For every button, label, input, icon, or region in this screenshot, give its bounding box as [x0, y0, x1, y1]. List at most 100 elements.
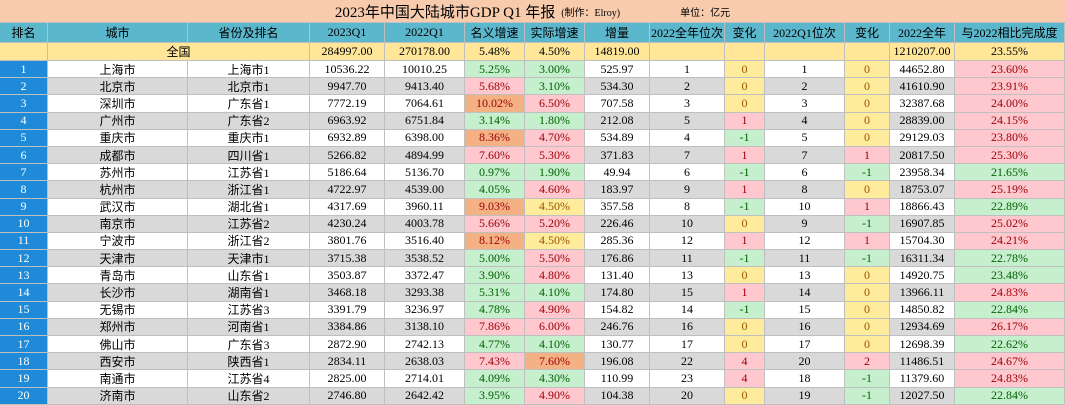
table-cell: 21.65%: [955, 164, 1065, 182]
table-cell: 154.82: [585, 301, 650, 319]
table-cell: 0: [845, 129, 890, 147]
table-cell: 北京市: [48, 78, 188, 96]
table-cell: 山东省2: [188, 387, 310, 405]
table-cell: 12027.50: [890, 387, 955, 405]
table-cell: 4: [725, 353, 765, 371]
table-cell: 2: [765, 78, 845, 96]
table-cell: 济南市: [48, 387, 188, 405]
table-cell: 707.58: [585, 95, 650, 113]
table-cell: 176.86: [585, 250, 650, 268]
table-cell: 6751.84: [385, 112, 465, 130]
table-cell: 8.12%: [465, 232, 525, 251]
table-cell: -1: [845, 387, 890, 405]
table-cell: 1.90%: [525, 164, 585, 182]
table-cell: 7: [0, 164, 48, 182]
table-cell: 0: [845, 112, 890, 130]
table-cell: 22.84%: [955, 301, 1065, 319]
table-cell: 371.83: [585, 146, 650, 165]
header-cell: 与2022相比完成度: [955, 23, 1065, 43]
table-cell: 佛山市: [48, 336, 188, 354]
table-cell: 0: [845, 267, 890, 285]
table-cell: 武汉市: [48, 198, 188, 216]
table-cell: 6.00%: [525, 318, 585, 336]
table-cell: 5.25%: [465, 61, 525, 79]
table-cell: 22.84%: [955, 387, 1065, 405]
table-cell: 4.77%: [465, 336, 525, 354]
table-cell: 0: [725, 336, 765, 354]
table-cell: 22.89%: [955, 198, 1065, 216]
table-cell: 44652.80: [890, 61, 955, 79]
data-row: 20 济南市 山东省2 2746.80 2642.42 3.95% 4.90% 104.38 2…: [0, 387, 1065, 405]
table-cell: 12934.69: [890, 318, 955, 336]
table-cell: 2642.42: [385, 387, 465, 405]
header-cell: 2023Q1: [310, 23, 385, 43]
table-cell: 2638.03: [385, 353, 465, 371]
table-cell: 16: [650, 318, 725, 336]
data-row: 3 深圳市 广东省1 7772.19 7064.61 10.02% 6.50% 707.58 3…: [0, 95, 1065, 113]
table-cell: 4539.00: [385, 181, 465, 199]
data-row: 14 长沙市 湖南省1 3468.18 3293.38 5.31% 4.10% 174.80 1…: [0, 284, 1065, 302]
header-cell: 2022Q1位次: [765, 23, 845, 43]
table-cell: 2714.01: [385, 370, 465, 388]
table-cell: 天津市1: [188, 250, 310, 268]
table-cell: 江苏省3: [188, 301, 310, 319]
header-cell: 变化: [845, 23, 890, 43]
table-cell: 2834.11: [310, 353, 385, 371]
table-cell: 1: [725, 112, 765, 130]
table-cell: 16: [0, 318, 48, 336]
table-cell: 14: [0, 284, 48, 302]
table-cell: 23.80%: [955, 129, 1065, 147]
table-cell: 广东省1: [188, 95, 310, 113]
table-cell: 1: [725, 284, 765, 302]
table-cell: 534.89: [585, 129, 650, 147]
header-cell: 2022全年位次: [650, 23, 725, 43]
table-cell: 7: [765, 146, 845, 165]
table-cell: 11486.51: [890, 353, 955, 371]
table-cell: 5.00%: [465, 250, 525, 268]
data-row: 13 青岛市 山东省1 3503.87 3372.47 3.90% 4.80% 131.40 1…: [0, 267, 1065, 285]
table-cell: 4.80%: [525, 267, 585, 285]
header-row: 排名 城市 省份及排名 2023Q1 2022Q1 名义增速 实际增速 增量 2022全年位次变…: [0, 23, 1065, 43]
table-cell: 3: [650, 95, 725, 113]
table-cell: 广东省3: [188, 336, 310, 354]
table-cell: 5186.64: [310, 164, 385, 182]
table-cell: 3372.47: [385, 267, 465, 285]
table-cell: 212.08: [585, 112, 650, 130]
table-cell: 5.20%: [525, 215, 585, 233]
table-cell: 18866.43: [890, 198, 955, 216]
table-cell: 14850.82: [890, 301, 955, 319]
cell: 23.55%: [955, 43, 1065, 61]
table-cell: 22.62%: [955, 336, 1065, 354]
table-cell: 24.83%: [955, 370, 1065, 388]
table-cell: 6: [0, 146, 48, 165]
table-cell: 10536.22: [310, 61, 385, 79]
table-cell: 青岛市: [48, 267, 188, 285]
table-cell: 12: [765, 232, 845, 251]
table-cell: 郑州市: [48, 318, 188, 336]
table-cell: 28839.00: [890, 112, 955, 130]
table-cell: 4317.69: [310, 198, 385, 216]
table-cell: 4.78%: [465, 301, 525, 319]
unit: 单位：亿元: [680, 7, 731, 19]
table-cell: 32387.68: [890, 95, 955, 113]
table-cell: 8: [0, 181, 48, 199]
table-cell: 4.10%: [525, 284, 585, 302]
table-cell: 9947.70: [310, 78, 385, 96]
table-cell: 3.10%: [525, 78, 585, 96]
cell: 14819.00: [585, 43, 650, 61]
table-cell: 17: [765, 336, 845, 354]
table-cell: 14: [765, 284, 845, 302]
table-cell: 23.48%: [955, 267, 1065, 285]
table-cell: 0: [845, 336, 890, 354]
table-cell: 1: [725, 232, 765, 251]
data-row: 5 重庆市 重庆市1 6932.89 6398.00 8.36% 4.70% 534.89 4-…: [0, 129, 1065, 147]
table-cell: 2: [845, 353, 890, 371]
table-cell: 2746.80: [310, 387, 385, 405]
table-cell: 南通市: [48, 370, 188, 388]
table-cell: 18753.07: [890, 181, 955, 199]
table-cell: 宁波市: [48, 232, 188, 251]
table-cell: 5.66%: [465, 215, 525, 233]
table-cell: 4: [725, 370, 765, 388]
table-cell: 5.30%: [525, 146, 585, 165]
